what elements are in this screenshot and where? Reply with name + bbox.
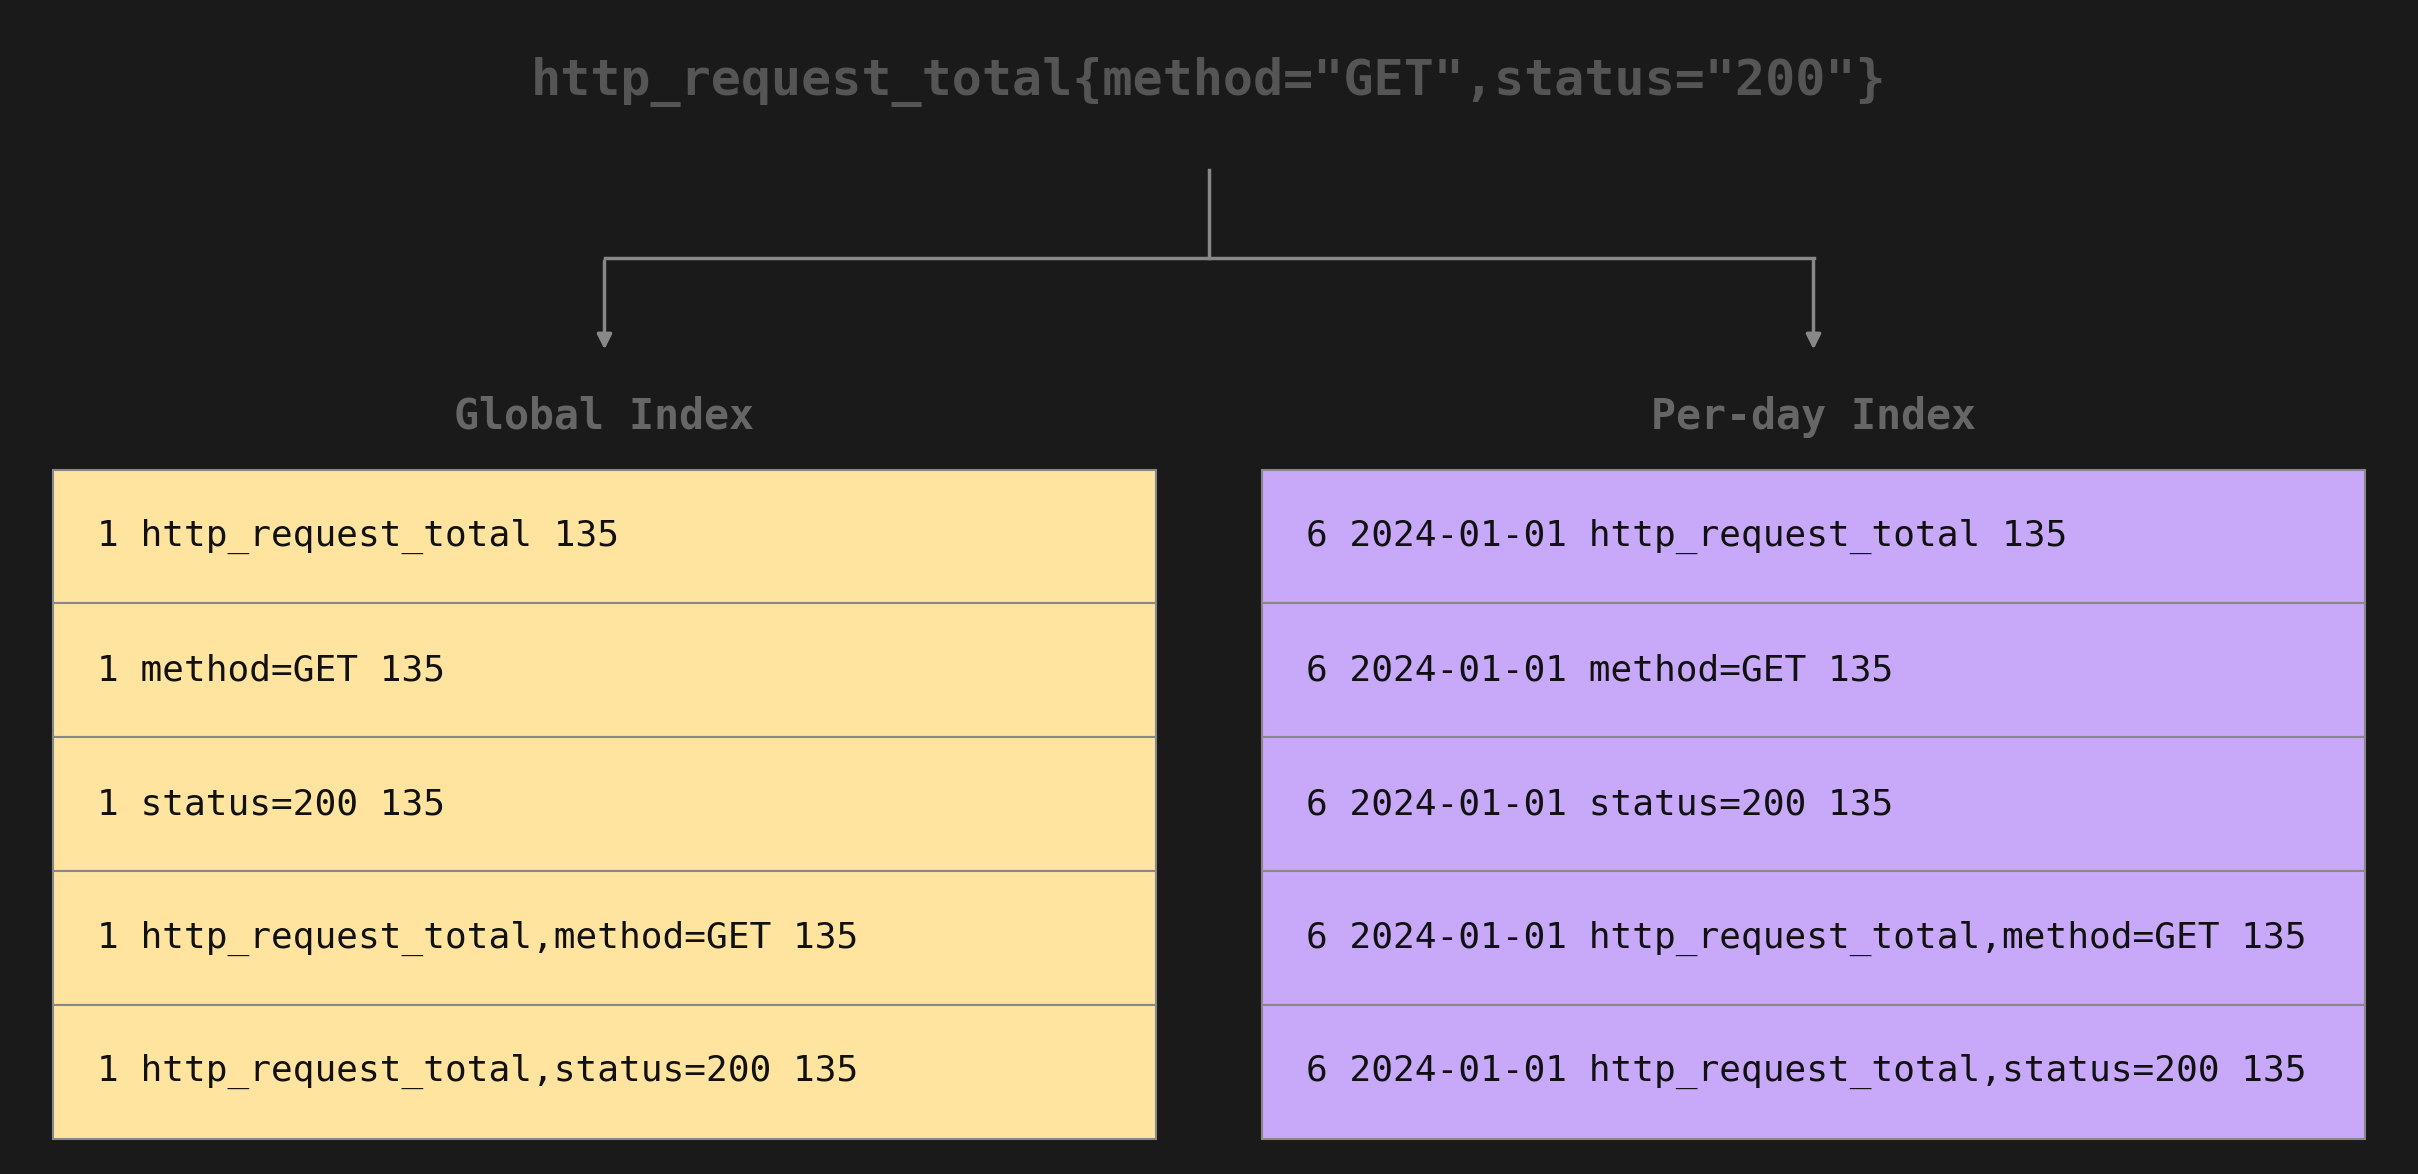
Bar: [53, 470, 1156, 603]
Text: Global Index: Global Index: [455, 396, 754, 438]
Bar: [53, 603, 1156, 737]
Bar: [1262, 871, 2365, 1005]
Text: 1 status=200 135: 1 status=200 135: [97, 788, 445, 821]
Text: 6 2024-01-01 http_request_total,status=200 135: 6 2024-01-01 http_request_total,status=2…: [1306, 1054, 2307, 1089]
Bar: [53, 737, 1156, 871]
Text: 1 http_request_total 135: 1 http_request_total 135: [97, 519, 619, 554]
Bar: [53, 871, 1156, 1005]
Text: 1 http_request_total,method=GET 135: 1 http_request_total,method=GET 135: [97, 920, 858, 956]
Bar: [53, 1005, 1156, 1139]
Text: 6 2024-01-01 method=GET 135: 6 2024-01-01 method=GET 135: [1306, 654, 1893, 687]
Text: 1 http_request_total,status=200 135: 1 http_request_total,status=200 135: [97, 1054, 858, 1089]
Bar: [1262, 1005, 2365, 1139]
Text: 6 2024-01-01 http_request_total 135: 6 2024-01-01 http_request_total 135: [1306, 519, 2067, 554]
Bar: [1262, 737, 2365, 871]
Text: 1 method=GET 135: 1 method=GET 135: [97, 654, 445, 687]
Bar: [1262, 470, 2365, 603]
Text: http_request_total{method="GET",status="200"}: http_request_total{method="GET",status="…: [532, 58, 1886, 107]
Text: Per-day Index: Per-day Index: [1651, 396, 1976, 438]
Text: 6 2024-01-01 status=200 135: 6 2024-01-01 status=200 135: [1306, 788, 1893, 821]
Bar: [1262, 603, 2365, 737]
Text: 6 2024-01-01 http_request_total,method=GET 135: 6 2024-01-01 http_request_total,method=G…: [1306, 920, 2307, 956]
